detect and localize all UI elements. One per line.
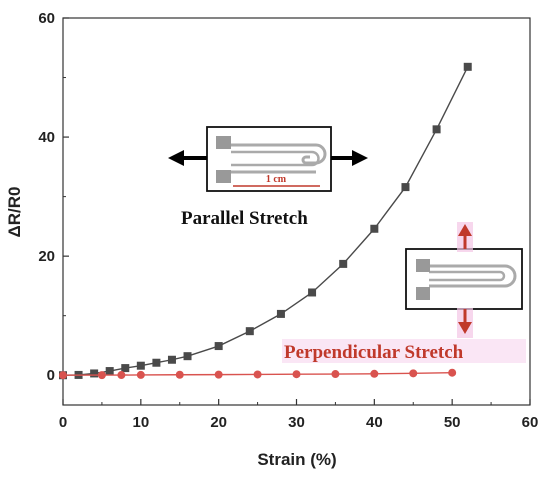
parallel-arrow-right bbox=[331, 150, 368, 166]
data-point bbox=[90, 369, 99, 378]
x-tick-label: 50 bbox=[444, 414, 461, 431]
perpendicular-pad-top bbox=[416, 259, 430, 272]
data-point bbox=[152, 358, 161, 367]
x-tick-label: 10 bbox=[132, 414, 149, 431]
data-point bbox=[292, 370, 301, 379]
perpendicular-stretch-label: Perpendicular Stretch bbox=[284, 342, 464, 363]
y-axis-title: ΔR/R0 bbox=[5, 187, 24, 238]
parallel-arrow-left bbox=[168, 150, 207, 166]
x-tick-label: 30 bbox=[288, 414, 305, 431]
y-tick-label: 20 bbox=[38, 248, 55, 265]
parallel-sensor-inset: 1 cm bbox=[206, 126, 332, 192]
data-point bbox=[331, 370, 340, 379]
perpendicular-sensor-inset bbox=[405, 248, 523, 310]
data-point bbox=[105, 367, 114, 376]
x-tick-label: 0 bbox=[59, 414, 67, 431]
data-point bbox=[339, 259, 348, 268]
data-point bbox=[97, 371, 106, 380]
x-tick-label: 20 bbox=[210, 414, 227, 431]
data-point bbox=[463, 62, 472, 71]
y-tick-label: 60 bbox=[38, 10, 55, 27]
x-tick-label: 40 bbox=[366, 414, 383, 431]
data-point bbox=[175, 370, 184, 379]
data-point bbox=[308, 288, 317, 297]
data-point bbox=[136, 361, 145, 370]
parallel-pad-bottom bbox=[216, 170, 231, 183]
data-point bbox=[409, 369, 418, 378]
data-point bbox=[214, 370, 223, 379]
data-point bbox=[448, 368, 457, 377]
data-point bbox=[432, 125, 441, 134]
data-point bbox=[59, 371, 67, 380]
data-point bbox=[253, 370, 262, 379]
data-point bbox=[401, 183, 410, 192]
data-point bbox=[214, 342, 223, 351]
data-point bbox=[117, 371, 126, 380]
scale-label: 1 cm bbox=[266, 174, 287, 185]
x-tick-label: 60 bbox=[522, 414, 539, 431]
data-point bbox=[370, 224, 379, 233]
parallel-stretch-label: Parallel Stretch bbox=[181, 208, 308, 229]
perpendicular-arrow-up bbox=[457, 222, 473, 252]
data-point bbox=[245, 327, 254, 336]
x-axis-title: Strain (%) bbox=[257, 450, 336, 469]
data-point bbox=[136, 370, 145, 379]
perpendicular-label-highlight bbox=[282, 339, 526, 363]
perpendicular-arrow-down bbox=[457, 308, 473, 338]
data-point bbox=[121, 364, 130, 373]
parallel-pad-top bbox=[216, 136, 231, 149]
parallel-trace-loop bbox=[231, 150, 320, 167]
y-tick-label: 40 bbox=[38, 129, 55, 146]
y-tick-label: 0 bbox=[47, 367, 55, 384]
perpendicular-trace bbox=[429, 264, 517, 288]
series-perpendicular bbox=[59, 368, 457, 380]
perpendicular-pad-bottom bbox=[416, 287, 430, 300]
data-point bbox=[276, 309, 285, 318]
perpendicular-trace-inner bbox=[429, 270, 506, 282]
data-point bbox=[370, 369, 379, 378]
data-point bbox=[183, 352, 192, 361]
data-point bbox=[167, 355, 176, 364]
